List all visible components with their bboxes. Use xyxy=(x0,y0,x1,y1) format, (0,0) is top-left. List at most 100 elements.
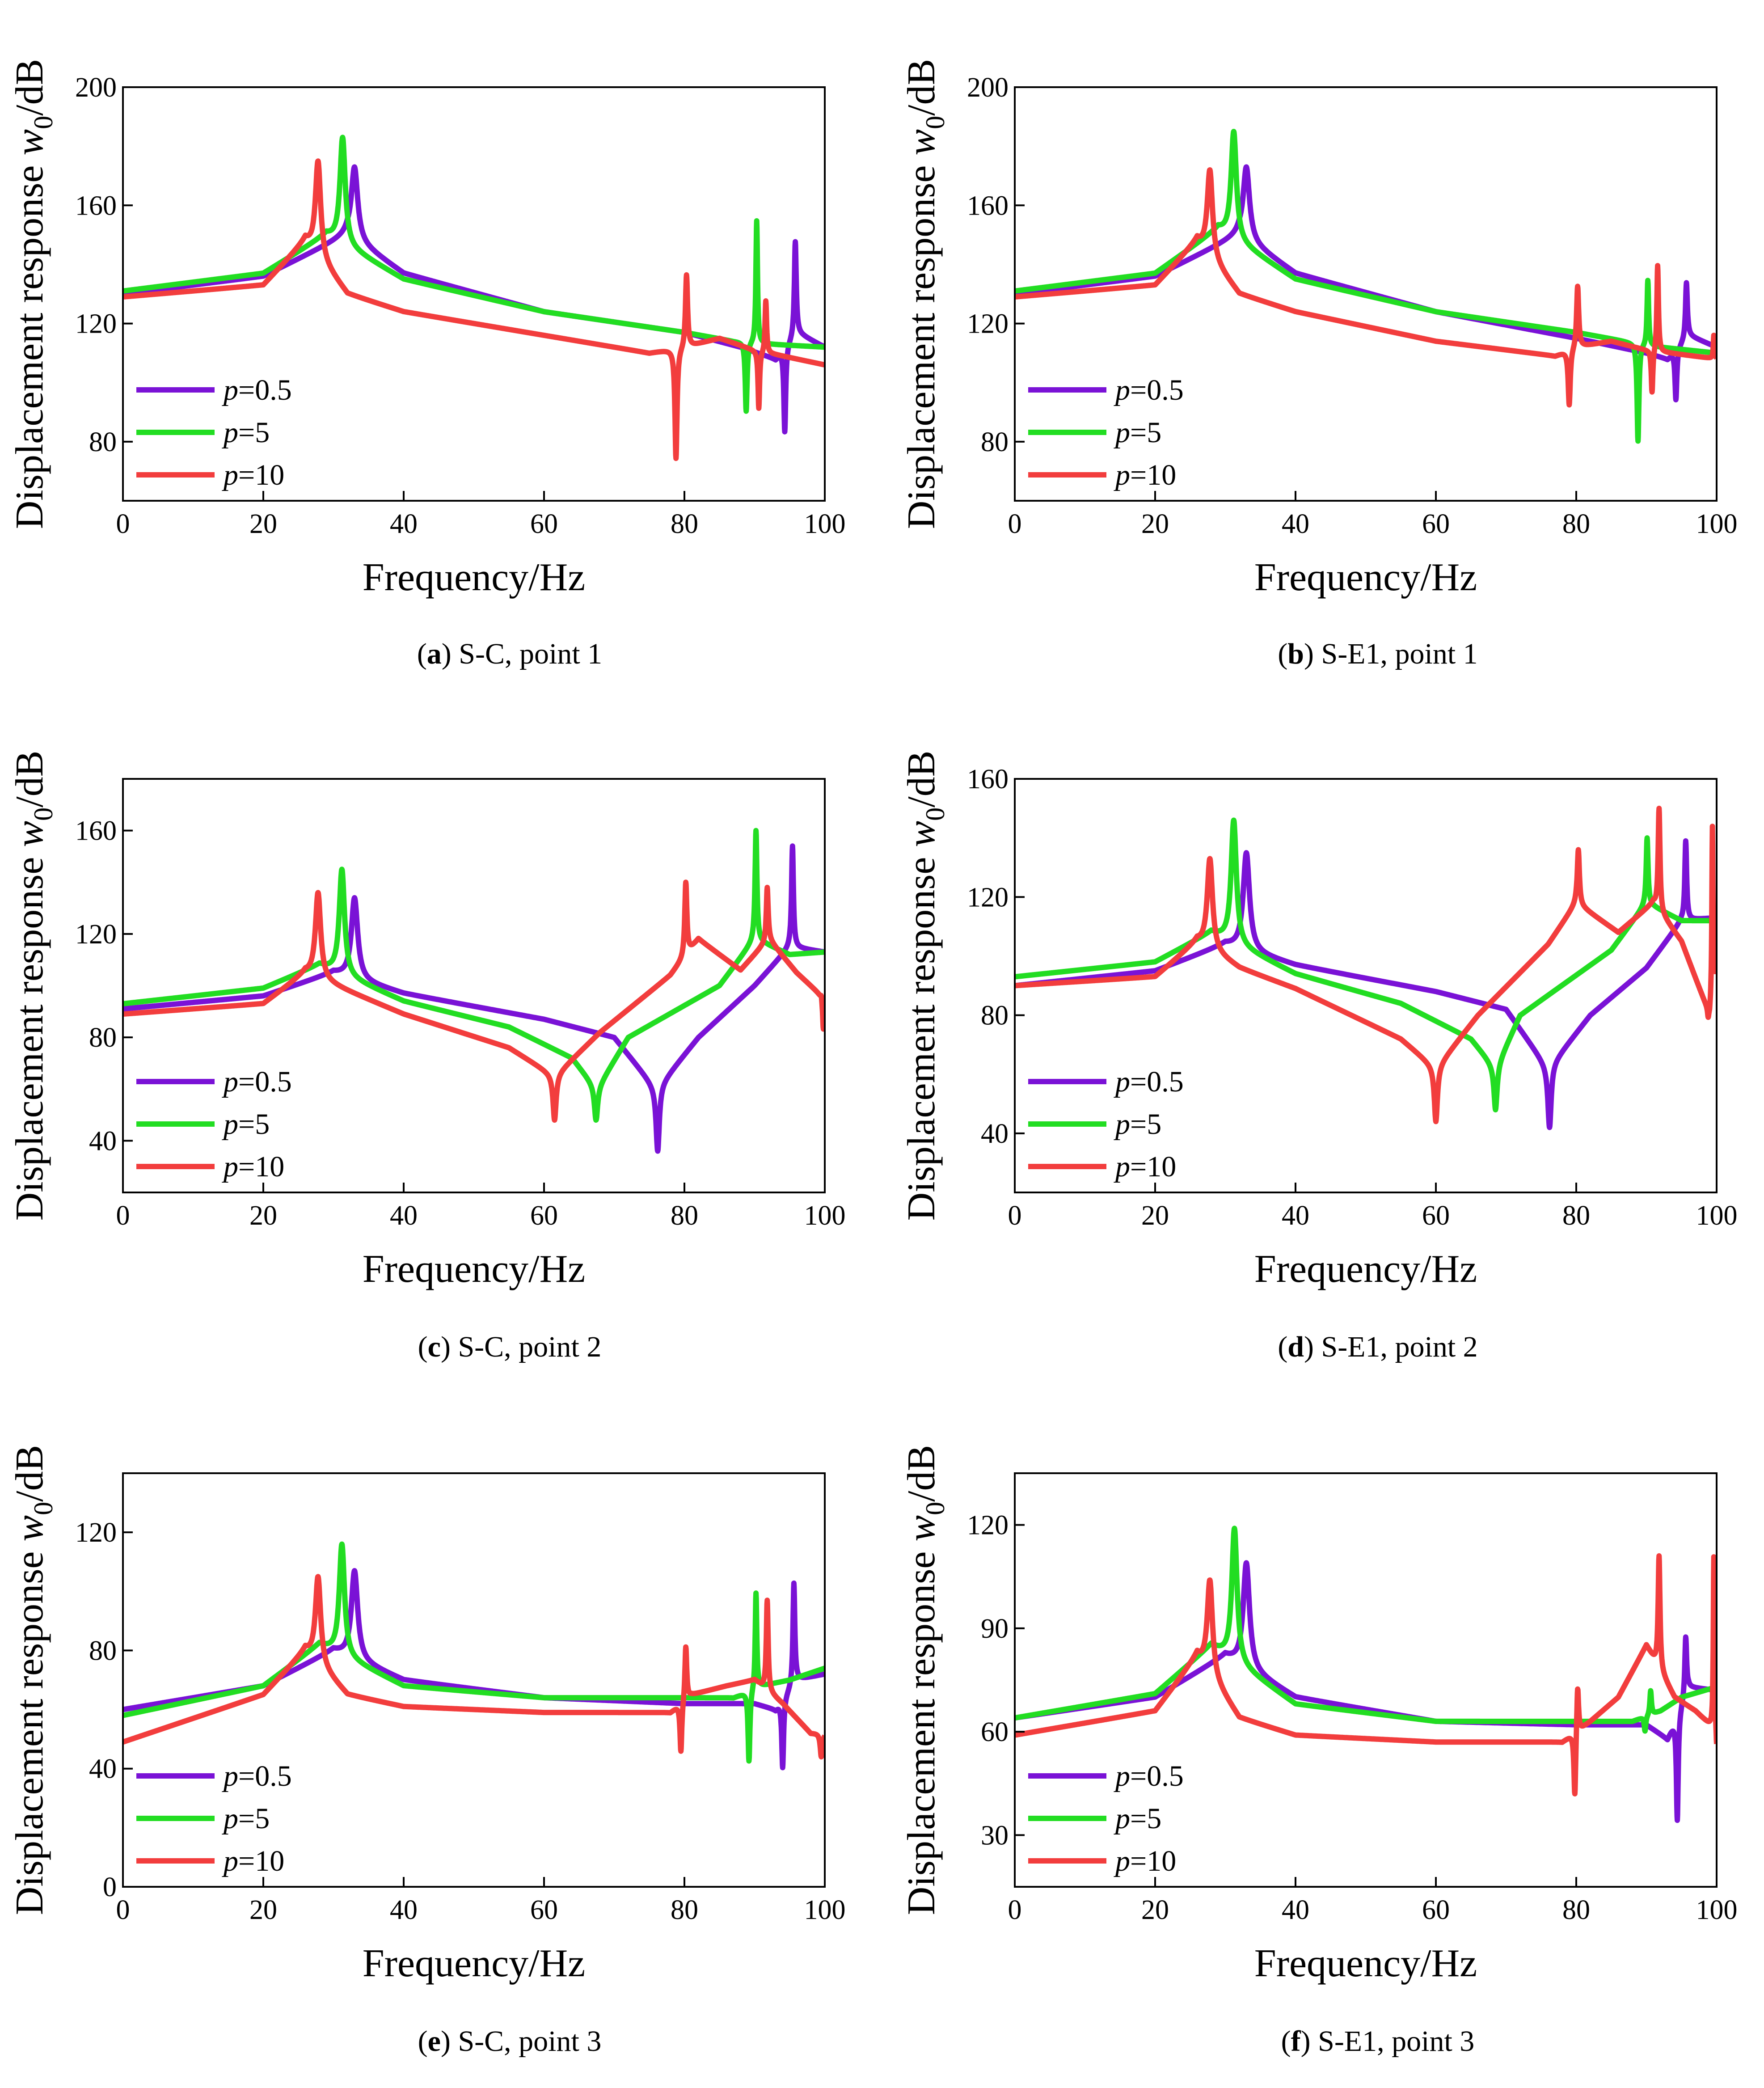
y-axis-label: Displacement response w0/dB xyxy=(8,59,58,529)
legend-var: p xyxy=(1114,1845,1130,1877)
legend-value: =5 xyxy=(1130,1108,1161,1141)
x-tick-label: 80 xyxy=(671,509,698,539)
x-tick-label: 100 xyxy=(804,1200,846,1231)
x-tick-label: 40 xyxy=(1282,509,1309,539)
x-tick-label: 60 xyxy=(1422,1895,1450,1925)
x-tick-label: 40 xyxy=(1282,1895,1309,1925)
y-tick-label: 160 xyxy=(75,816,117,846)
x-tick-label: 40 xyxy=(390,509,418,539)
series-line-p-0-5 xyxy=(123,843,825,1154)
y-tick-label: 200 xyxy=(967,72,1009,103)
chart-panel-e: 0 20 40 60 80 100 0 40 80 120 Frequency/Hz Displace… xyxy=(8,1445,846,1985)
legend-label: p=0.5 xyxy=(1114,1065,1184,1098)
plot-frame xyxy=(122,86,826,502)
x-tick-label: 100 xyxy=(804,509,846,539)
series-line-p-0-5 xyxy=(1015,164,1717,402)
legend-var: p xyxy=(222,374,238,406)
y-axis-label-var: w xyxy=(900,1515,943,1542)
y-axis-label: Displacement response w0/dB xyxy=(900,751,950,1221)
x-tick-label: 60 xyxy=(530,1200,558,1231)
y-axis-label: Displacement response w0/dB xyxy=(900,1445,950,1915)
x-axis-label: Frequency/Hz xyxy=(1254,1247,1477,1291)
x-tick-label: 20 xyxy=(249,1895,277,1925)
legend-value: =5 xyxy=(1130,1802,1161,1835)
y-tick-label: 80 xyxy=(89,1023,117,1053)
x-tick-label: 0 xyxy=(1008,509,1022,539)
legend-label: p=5 xyxy=(1114,416,1161,449)
legend-var: p xyxy=(1114,374,1130,406)
legend-label: p=5 xyxy=(1114,1802,1161,1835)
legend-value: =0.5 xyxy=(238,374,292,406)
y-axis-label-sub: 0 xyxy=(29,807,58,821)
y-tick-label: 120 xyxy=(967,882,1009,913)
caption-f-text: S-E1, point 3 xyxy=(1310,2025,1475,2058)
x-tick-label: 40 xyxy=(390,1200,418,1231)
x-axis-label: Frequency/Hz xyxy=(1254,1942,1477,1985)
legend-var: p xyxy=(222,1845,238,1877)
y-tick-label: 40 xyxy=(89,1126,117,1156)
y-tick-label: 160 xyxy=(967,190,1009,221)
y-axis-label-prefix: Displacement response xyxy=(900,847,943,1221)
caption-a-text: S-C, point 1 xyxy=(451,638,603,670)
legend-var: p xyxy=(1114,1150,1130,1183)
legend-value: =10 xyxy=(238,1150,284,1183)
caption-e-letter: e xyxy=(427,2025,441,2058)
legend-var: p xyxy=(222,1760,238,1792)
x-tick-label: 60 xyxy=(1422,1200,1450,1231)
x-tick-label: 100 xyxy=(1696,1895,1738,1925)
y-axis-label: Displacement response w0/dB xyxy=(8,1445,58,1915)
caption-b-text: S-E1, point 1 xyxy=(1314,638,1478,670)
x-tick-label: 20 xyxy=(1141,1200,1169,1231)
caption-d-text: S-E1, point 2 xyxy=(1314,1331,1478,1363)
y-axis-label-var: w xyxy=(900,821,943,847)
series-group xyxy=(123,828,825,1154)
series-line-p-5 xyxy=(1015,817,1717,1112)
y-tick-label: 60 xyxy=(981,1717,1009,1747)
legend-label: p=10 xyxy=(222,459,284,491)
series-line-p-5 xyxy=(123,828,825,1123)
y-axis-label-suffix: /dB xyxy=(8,751,51,807)
x-tick-label: 60 xyxy=(530,1895,558,1925)
x-tick-label: 100 xyxy=(1696,509,1738,539)
legend-value: =0.5 xyxy=(1130,1760,1184,1792)
series-line-p-5 xyxy=(123,1541,825,1764)
legend-label: p=10 xyxy=(222,1150,284,1183)
y-axis-label-suffix: /dB xyxy=(900,751,943,807)
y-tick-label: 80 xyxy=(981,427,1009,457)
caption-d: (d) S-E1, point 2 xyxy=(1278,1331,1478,1363)
legend-value: =10 xyxy=(1130,459,1176,491)
legend-label: p=5 xyxy=(1114,1108,1161,1141)
x-tick-label: 80 xyxy=(1562,1895,1590,1925)
chart-panel-b: 0 20 40 60 80 100 80 120 160 200 Frequency/Hz Displ… xyxy=(900,59,1738,599)
legend-var: p xyxy=(1114,1065,1130,1098)
series-line-p-10 xyxy=(1015,167,1717,408)
x-tick-label: 80 xyxy=(671,1200,698,1231)
caption-e: (e) S-C, point 3 xyxy=(418,2025,602,2058)
legend-label: p=0.5 xyxy=(222,1760,292,1792)
series-group xyxy=(1015,1526,1717,1823)
legend-value: =5 xyxy=(1130,416,1161,449)
legend-var: p xyxy=(1114,1760,1130,1792)
series-line-p-0-5 xyxy=(1015,838,1717,1130)
caption-b: (b) S-E1, point 1 xyxy=(1278,638,1478,670)
y-tick-label: 120 xyxy=(967,309,1009,339)
legend-value: =5 xyxy=(238,1108,270,1141)
x-tick-label: 20 xyxy=(249,1200,277,1231)
y-axis-label-suffix: /dB xyxy=(8,1445,51,1502)
legend-label: p=0.5 xyxy=(222,374,292,406)
x-tick-label: 0 xyxy=(1008,1200,1022,1231)
plot-frame xyxy=(122,1472,826,1888)
y-tick-label: 120 xyxy=(75,309,117,339)
y-axis-label-suffix: /dB xyxy=(900,1445,943,1502)
y-tick-label: 120 xyxy=(75,919,117,950)
x-tick-label: 0 xyxy=(116,509,130,539)
y-axis-label-suffix: /dB xyxy=(8,59,51,116)
legend-label: p=10 xyxy=(222,1845,284,1877)
caption-b-letter: b xyxy=(1287,638,1304,670)
y-axis-label: Displacement response w0/dB xyxy=(900,59,950,529)
y-axis-label-prefix: Displacement response xyxy=(8,156,51,529)
legend-value: =10 xyxy=(1130,1150,1176,1183)
y-axis-label-sub: 0 xyxy=(920,1502,950,1515)
series-line-p-10 xyxy=(123,158,825,461)
